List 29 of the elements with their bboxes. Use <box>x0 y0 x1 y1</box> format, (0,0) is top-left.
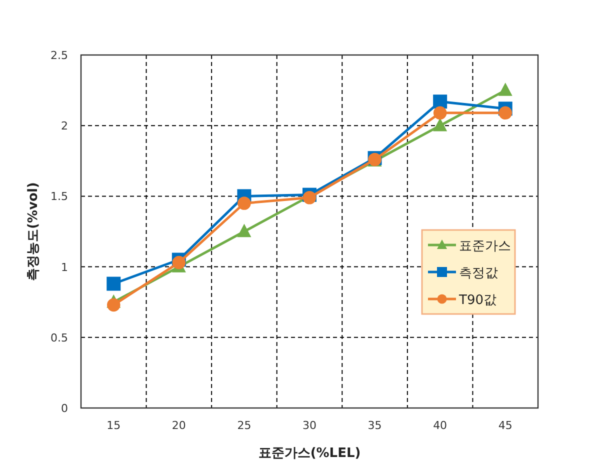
y-tick-label: 2 <box>61 120 68 133</box>
x-tick-label: 30 <box>302 419 316 432</box>
legend-label: 표준가스 <box>459 239 511 254</box>
point <box>238 196 251 210</box>
y-axis-title: 측정농도(%vol) <box>26 182 41 281</box>
legend-label: 측정값 <box>459 266 498 281</box>
point <box>302 190 316 204</box>
y-tick-label: 0 <box>61 402 68 415</box>
x-tick-label: 40 <box>433 419 448 432</box>
x-tick-label: 25 <box>237 419 252 432</box>
point <box>433 118 448 132</box>
point <box>498 82 512 96</box>
point <box>433 106 447 120</box>
point <box>106 276 121 291</box>
y-tick-label: 0.5 <box>50 331 68 344</box>
point <box>172 256 186 270</box>
point <box>433 94 448 109</box>
x-tick-label: 20 <box>172 419 186 432</box>
point <box>498 106 512 120</box>
y-tick-label: 1 <box>61 260 68 274</box>
x-tick-label: 45 <box>498 419 512 432</box>
point <box>106 298 120 312</box>
legend-label: T90값 <box>458 293 496 308</box>
y-tick-label: 2.5 <box>50 49 68 62</box>
x-axis-title: 표준가스(%LEL) <box>258 446 361 461</box>
point <box>237 224 252 238</box>
x-tick-label: 15 <box>106 419 121 432</box>
x-tick-label: 35 <box>368 419 382 432</box>
y-tick-label: 1.5 <box>50 190 68 204</box>
